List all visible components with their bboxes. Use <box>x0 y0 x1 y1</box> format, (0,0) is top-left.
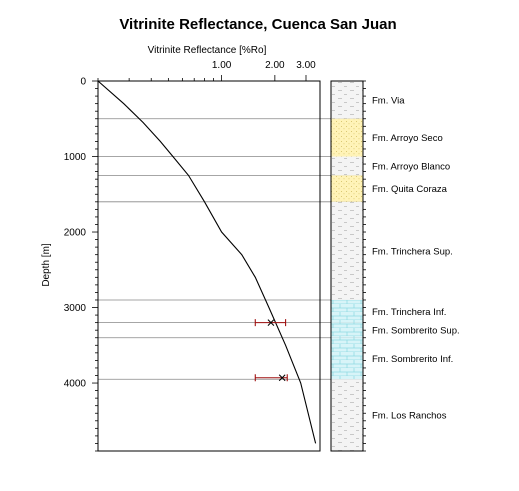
x-axis-label: Vitrinite Reflectance [%Ro] <box>148 45 267 56</box>
chart-title: Vitrinite Reflectance, Cuenca San Juan <box>119 16 396 33</box>
plot-frame <box>97 80 321 452</box>
lithology-column <box>330 80 366 452</box>
formation-pattern <box>331 379 363 451</box>
x-tick-label: 3.00 <box>296 60 316 71</box>
formation-pattern <box>331 201 363 300</box>
formation-labels: Fm. Via Fm. Arroyo Seco Fm. Arroyo Blanco F… <box>372 95 460 421</box>
formation-pattern <box>331 81 363 119</box>
vitrinite-reflectance-line <box>97 80 317 444</box>
y-tick-label: 4000 <box>64 379 87 390</box>
y-tick-label: 0 <box>80 77 86 88</box>
formation-label: Fm. Sombrerito Inf. <box>372 354 453 365</box>
formation-label: Fm. Trinchera Sup. <box>372 246 453 257</box>
measurement-point <box>267 319 275 326</box>
y-axis-label: Depth [m] <box>41 243 52 287</box>
formation-label: Fm. Arroyo Seco <box>372 133 443 144</box>
measurement-layer <box>254 319 288 382</box>
formation-pattern <box>331 337 363 380</box>
x-axis: 1.00 2.00 3.00 <box>97 60 316 81</box>
formation-pattern <box>331 175 363 202</box>
y-tick-label: 1000 <box>64 152 87 163</box>
formation-pattern <box>331 322 363 338</box>
column-frame <box>330 80 364 452</box>
x-tick-label: 1.00 <box>212 60 232 71</box>
formation-label: Fm. Los Ranchos <box>372 411 447 422</box>
y-axis: 0 1000 2000 3000 4000 <box>64 77 98 452</box>
formation-label: Fm. Sombrerito Sup. <box>372 326 460 337</box>
y-tick-label: 2000 <box>64 228 87 239</box>
formation-pattern <box>331 299 363 323</box>
formation-label: Fm. Quita Coraza <box>372 184 448 195</box>
formation-pattern <box>331 118 363 157</box>
formation-pattern <box>331 156 363 176</box>
formation-label: Fm. Arroyo Blanco <box>372 161 450 172</box>
formation-label: Fm. Trinchera Inf. <box>372 307 446 318</box>
y-tick-label: 3000 <box>64 303 87 314</box>
x-tick-label: 2.00 <box>265 60 285 71</box>
formation-label: Fm. Via <box>372 95 405 106</box>
formation-boundary-lines <box>98 118 363 380</box>
measurement-point <box>278 374 286 382</box>
series-layer <box>97 80 317 444</box>
